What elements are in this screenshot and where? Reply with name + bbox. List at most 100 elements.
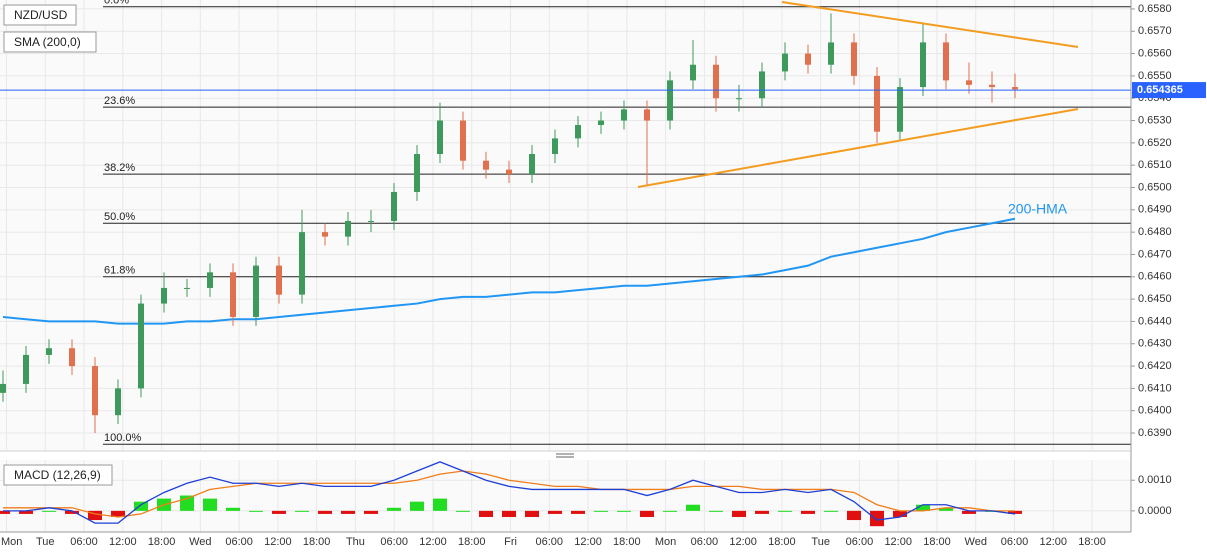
candle-body [851,42,857,76]
y-tick-label: 0.0010 [1138,474,1172,486]
candle-body [552,138,558,155]
candle-body [253,265,259,317]
macd-histogram-bar [640,510,654,517]
macd-box [3,464,113,486]
macd-histogram-bar [364,510,378,514]
candle-body [483,160,489,170]
x-tick-label: 12:00 [419,536,447,548]
candle-body [0,383,6,393]
y-tick-label: 0.6420 [1138,360,1172,372]
candle-body [874,75,880,132]
hma-label: 200-HMA [1008,201,1068,217]
macd-histogram-bar [433,498,447,511]
y-tick-label: 0.6400 [1138,405,1172,417]
macd-signal-line [3,470,1015,518]
y-tick-label: 0.6440 [1138,315,1172,327]
y-tick-label: 0.6530 [1138,114,1172,126]
macd-histogram-bar [962,510,976,514]
candle-body [897,87,903,132]
candle-body [230,272,236,317]
candle-body [276,265,282,295]
candle-body [920,42,926,88]
fib-label: 50.0% [104,211,135,223]
macd-histogram-bar [249,510,263,512]
candle-body [529,154,535,175]
macd-histogram-bar [594,510,608,512]
macd-histogram-bar [916,504,930,511]
candle-body [138,303,144,389]
macd-histogram-bar [801,510,815,514]
x-tick-label: 06:00 [225,536,253,548]
x-tick-label: 06:00 [1001,536,1029,548]
y-tick-label: 0.6520 [1138,137,1172,149]
macd-histogram-bar [778,510,792,512]
symbol-label: NZD/USD [14,8,68,22]
macd-histogram-bar [663,510,677,512]
candle-body [598,120,604,125]
fib-label: 38.2% [104,162,135,174]
candle-body [92,366,98,416]
macd-histogram-bar [525,510,539,517]
indicator-label: SMA (200,0) [14,35,81,49]
candle-body [644,109,650,121]
x-tick-label: 06:00 [536,536,564,548]
macd-histogram-bar [502,510,516,517]
x-tick-label: Tue [811,536,830,548]
macd-histogram-bar [180,495,194,511]
candle-body [299,232,305,295]
x-tick-label: Thu [346,536,365,548]
x-tick-label: 12:00 [884,536,912,548]
x-tick-label: 12:00 [109,536,137,548]
macd-histogram-bar [111,510,125,517]
x-tick-label: 18:00 [148,536,176,548]
x-tick-label: 18:00 [768,536,796,548]
y-tick-label: 0.6490 [1138,204,1172,216]
macd-histogram-bar [893,510,907,517]
x-tick-label: 06:00 [691,536,719,548]
y-tick-label: 0.0000 [1138,505,1172,517]
macd-histogram-bar [456,510,470,512]
symbol-box [3,4,77,26]
macd-histogram-bar [203,498,217,511]
macd-histogram-bar [0,510,10,514]
macd-histogram-bar [19,510,33,514]
x-tick-label: Wed [965,536,987,548]
y-tick-label: 0.6450 [1138,293,1172,305]
candle-body [161,287,167,304]
candle-body [621,109,627,121]
x-tick-label: 18:00 [923,536,951,548]
macd-histogram-bar [939,507,953,511]
y-tick-label: 0.6500 [1138,181,1172,193]
macd-histogram-bar [755,510,769,514]
macd-histogram-bar [479,510,493,517]
macd-histogram-bar [318,510,332,514]
candle-body [322,232,328,237]
candle-body [759,71,765,99]
candle-body [69,348,75,367]
x-tick-label: 12:00 [574,536,602,548]
candle-body [966,80,972,85]
macd-histogram-bar [88,510,102,521]
indicator-box [3,31,97,53]
candle-body [713,64,719,99]
macd-histogram-bar [65,510,79,514]
y-tick-label: 0.6570 [1138,25,1172,37]
candle-body [506,169,512,175]
x-tick-label: 12:00 [1040,536,1068,548]
candle-body [368,220,374,222]
macd-histogram-bar [341,510,355,514]
candle-body [1012,87,1018,90]
candle-body [943,42,949,81]
macd-histogram-bar [732,510,746,517]
x-tick-label: 18:00 [458,536,486,548]
candle-body [460,120,466,161]
macd-histogram-bar [1008,510,1022,514]
x-tick-label: Mon [655,536,676,548]
x-tick-label: 12:00 [264,536,292,548]
x-tick-label: 06:00 [70,536,98,548]
y-tick-label: 0.6480 [1138,226,1172,238]
candle-body [184,287,190,289]
x-tick-label: 18:00 [613,536,641,548]
candle-body [805,53,811,65]
